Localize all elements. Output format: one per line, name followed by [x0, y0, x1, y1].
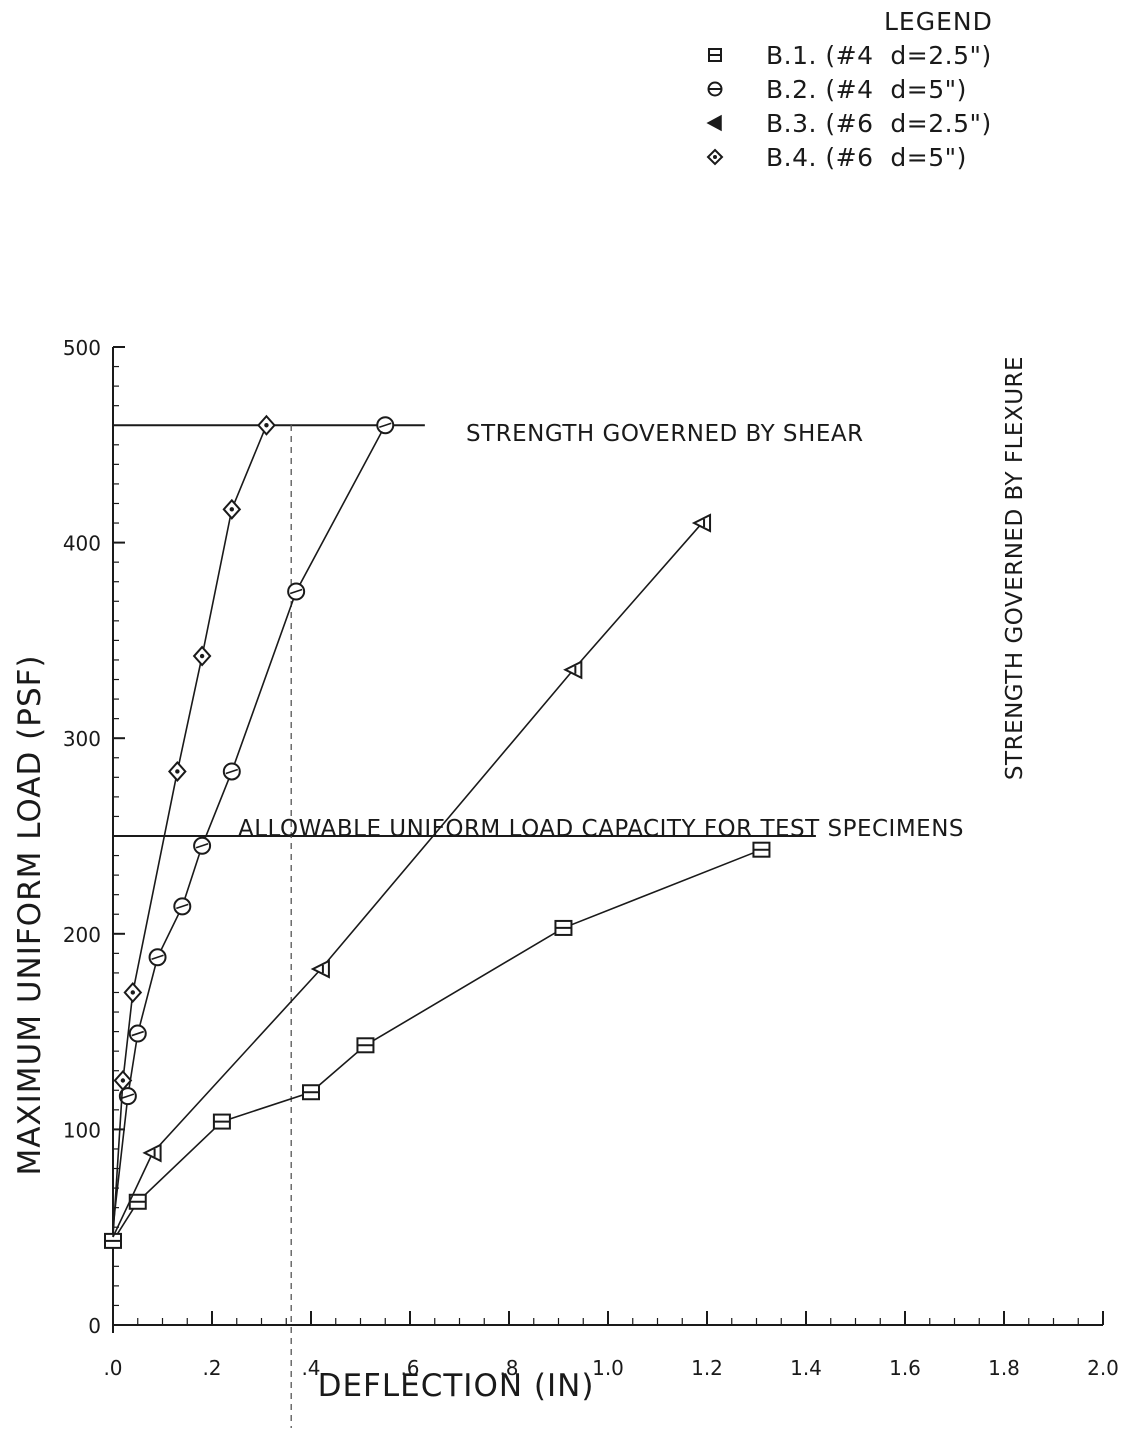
- series-diamond: [112, 414, 276, 1238]
- legend-label: B.4. (#6 d=5"): [766, 142, 967, 172]
- x-tick-label: .0: [103, 1356, 122, 1380]
- data-point-diamond-dot: [199, 653, 205, 659]
- data-point-circle-bar: [195, 843, 209, 849]
- y-tick-label: 200: [63, 923, 101, 947]
- x-tick-label: 2.0: [1087, 1356, 1119, 1380]
- data-point-circle-bar: [151, 954, 164, 961]
- labels: DEFLECTION (IN) MAXIMUM UNIFORM LOAD (PS…: [12, 356, 1028, 1404]
- legend-item-b1: B.1. (#4 d=2.5"): [700, 38, 1030, 72]
- shear-limit-label: STRENGTH GOVERNED BY SHEAR: [466, 421, 864, 447]
- series-line: [112, 522, 703, 1238]
- y-axis-label: MAXIMUM UNIFORM LOAD (PSF): [12, 654, 48, 1175]
- x-tick-label: 1.2: [691, 1356, 723, 1380]
- data-point-circle-bar: [131, 1030, 145, 1037]
- x-tick-label: .4: [301, 1356, 320, 1380]
- data-point-circle-bar: [176, 903, 189, 910]
- data-point-diamond-dot: [229, 507, 234, 512]
- x-tick-label: 1.0: [592, 1356, 624, 1380]
- x-axis-label: DEFLECTION (IN): [318, 1368, 595, 1404]
- legend-item-b3: B.3. (#6 d=2.5"): [700, 106, 1030, 140]
- y-tick-label: 0: [88, 1314, 101, 1338]
- x-tick-label: .2: [202, 1356, 221, 1380]
- data-point-triangle: [310, 959, 330, 979]
- data-point-triangle: [563, 660, 583, 680]
- y-tick-label: 100: [63, 1118, 101, 1142]
- data-point-diamond-dot: [130, 990, 135, 995]
- data-point-circle-bar: [121, 1093, 135, 1099]
- series-triangle-left: [112, 513, 712, 1238]
- axes: 0 100 200 300 400 500 .0 .2 .4 .6 .8 1.0 1.2 1.4 1.6 1.…: [63, 336, 1119, 1380]
- data-point-triangle: [691, 513, 712, 533]
- circle-marker-icon: [707, 81, 723, 97]
- legend: LEGEND B.1. (#4 d=2.5") B.2. (#4 d=5") B…: [700, 6, 1030, 174]
- x-tick-label: 1.6: [889, 1356, 921, 1380]
- y-tick-label: 300: [63, 727, 101, 751]
- data-point-circle-bar: [289, 588, 303, 595]
- flexure-label: STRENGTH GOVERNED BY FLEXURE: [1002, 356, 1028, 780]
- data-point-diamond-dot: [120, 1078, 126, 1083]
- series-square: [104, 841, 771, 1249]
- legend-title: LEGEND: [884, 7, 993, 36]
- series-line: [112, 848, 762, 1242]
- legend-label: B.1. (#4 d=2.5"): [766, 40, 992, 70]
- legend-item-b2: B.2. (#4 d=5"): [700, 72, 1030, 106]
- x-tick-label: .8: [499, 1356, 518, 1380]
- x-tick-label: 1.4: [790, 1356, 822, 1380]
- legend-item-b4: B.4. (#6 d=5"): [700, 140, 1030, 174]
- series-layer: [104, 414, 771, 1249]
- x-tick-label: 1.8: [988, 1356, 1020, 1380]
- data-point-triangle: [142, 1143, 162, 1163]
- legend-label: B.3. (#6 d=2.5"): [766, 108, 992, 138]
- y-tick-label: 500: [63, 336, 101, 360]
- data-point-circle-bar: [225, 768, 239, 775]
- allowable-load-label: ALLOWABLE UNIFORM LOAD CAPACITY FOR TEST…: [238, 816, 964, 842]
- series-circle: [112, 416, 395, 1228]
- data-point-diamond-dot: [264, 423, 269, 428]
- data-point-circle-bar: [378, 422, 392, 428]
- triangle-marker-icon: [706, 114, 722, 132]
- y-tick-label: 400: [63, 532, 101, 556]
- x-tick-label: .6: [400, 1356, 419, 1380]
- square-marker-icon: [708, 48, 722, 62]
- data-point-diamond-dot: [175, 769, 180, 774]
- legend-label: B.2. (#4 d=5"): [766, 74, 967, 104]
- diamond-marker-icon: [706, 148, 724, 166]
